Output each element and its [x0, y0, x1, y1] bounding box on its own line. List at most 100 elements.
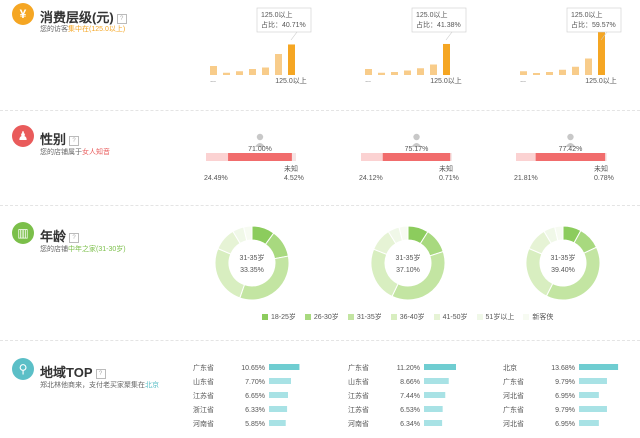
legend-entry[interactable]: 51岁以上 [476, 312, 514, 322]
region-section: ⚲ 地域TOP? 郑北林他商来，支付老买家聚集在北京 [0, 340, 640, 438]
consumption-bar [598, 30, 605, 75]
legend-swatch [476, 314, 483, 320]
tooltip-box [566, 7, 622, 33]
donut-center-label: 31-35岁 [551, 253, 576, 262]
axis-label: 125.0以上 [585, 76, 617, 85]
chart-icon: ▥ [12, 222, 34, 244]
region-value: 6.95% [555, 393, 575, 400]
age-title: 年龄? [40, 226, 80, 245]
consumption-bar [417, 68, 424, 75]
tooltip-value: 占比：40.71% [261, 20, 306, 29]
region-bar [579, 420, 599, 426]
legend-entry[interactable]: 36-40岁 [390, 312, 425, 322]
region-value: 5.85% [245, 421, 265, 428]
legend-label: 36-40岁 [399, 314, 425, 321]
region-name: 河北省 [503, 419, 524, 428]
region-bar [269, 406, 288, 412]
tooltip-box [411, 7, 467, 33]
region-value: 10.65% [241, 365, 265, 372]
gender-section: ♟ 性别? 您的店铺属于女人知音 [0, 110, 640, 205]
region-bar [424, 392, 446, 398]
age-section: ▥ 年龄? 您的店铺中年之家(31-30岁) [0, 205, 640, 335]
region-value: 11.20% [397, 365, 420, 372]
person-icon [413, 133, 420, 141]
unknown-name: 未知 [594, 164, 608, 173]
legend-entry[interactable]: 41-50岁 [433, 312, 468, 322]
help-icon[interactable]: ? [69, 232, 80, 243]
consumption-bar [249, 69, 256, 75]
gender-bar-unknown [450, 153, 452, 161]
gender-desc: 您的店铺属于女人知音 [40, 149, 110, 156]
region-name: 广东省 [503, 377, 524, 386]
region-value: 6.95% [555, 421, 575, 428]
consumption-bar [391, 72, 398, 75]
region-name: 山东省 [193, 377, 214, 386]
region-value: 8.66% [400, 379, 420, 386]
consumption-bar [262, 67, 269, 75]
legend-entry[interactable]: 新客侠 [523, 312, 553, 322]
help-icon[interactable]: ? [95, 368, 106, 379]
consumption-bar [210, 66, 217, 75]
region-value: 6.34% [400, 421, 420, 428]
region-name: 北京 [503, 363, 517, 372]
female-value: 77.42% [559, 146, 583, 153]
region-value: 9.79% [555, 407, 575, 414]
gender-bar-female [535, 153, 606, 161]
axis-label: 125.0以上 [430, 76, 462, 85]
gender-bar-male [361, 153, 383, 161]
unknown-name: 未知 [439, 164, 453, 173]
person-icon [254, 143, 265, 147]
consumption-desc: 您的访客集中在(125.0以上) [40, 26, 126, 33]
legend-entry[interactable]: 31-35岁 [347, 312, 382, 322]
consumption-bar [223, 72, 230, 75]
male-value: 24.49% [204, 175, 228, 182]
donut-center-value: 33.35% [240, 267, 264, 274]
legend-swatch [304, 314, 311, 320]
region-bar [424, 406, 443, 412]
tooltip-title: 125.0以上 [416, 10, 448, 19]
region-name: 江苏省 [348, 391, 369, 400]
region-value: 13.68% [551, 365, 575, 372]
female-value: 71.00% [248, 146, 272, 153]
region-value: 7.70% [245, 379, 265, 386]
axis-label: ... [365, 77, 371, 84]
consumption-section: ¥ 消费层级(元)? 您的访客集中在(125.0以上) [0, 0, 640, 110]
person-icon [256, 133, 264, 141]
consumption-title: 消费层级(元)? [40, 7, 127, 26]
tooltip-box [256, 7, 312, 33]
gender-bar-unknown [291, 153, 297, 161]
consumption-bar [443, 43, 450, 75]
axis-label: ... [520, 77, 526, 84]
legend-entry[interactable]: 26-30岁 [304, 312, 339, 322]
legend-entry[interactable]: 18-25岁 [262, 312, 296, 322]
age-slice [239, 255, 290, 301]
consumption-bar [533, 73, 540, 75]
age-slice [554, 225, 564, 242]
gender-title: 性别? [40, 129, 80, 148]
tooltip-value: 占比：59.57% [571, 20, 616, 29]
region-value: 9.79% [555, 379, 575, 386]
consumption-bar [365, 69, 372, 75]
help-icon[interactable]: ? [69, 135, 80, 146]
donut-center-label: 31-35岁 [240, 253, 265, 262]
legend-swatch [523, 314, 530, 320]
consumption-bar [378, 72, 385, 75]
help-icon[interactable]: ? [116, 13, 127, 24]
region-name: 江苏省 [193, 391, 214, 400]
region-title: 地域TOP? [40, 362, 106, 381]
unknown-value: 0.78% [594, 175, 614, 182]
region-value: 6.33% [245, 407, 265, 414]
region-bar [269, 364, 300, 370]
tooltip-title: 125.0以上 [261, 10, 293, 19]
gender-bar-female [228, 153, 292, 161]
region-bar [424, 420, 443, 426]
region-name: 山东省 [348, 377, 369, 386]
person-icon [565, 143, 576, 147]
region-name: 河南省 [193, 419, 214, 428]
age-desc: 您的店铺中年之家(31-30岁) [40, 246, 126, 253]
gender-bar-male [206, 153, 229, 161]
consumption-bar [430, 64, 437, 75]
legend-label: 新客侠 [532, 314, 554, 321]
region-value: 6.65% [245, 393, 265, 400]
